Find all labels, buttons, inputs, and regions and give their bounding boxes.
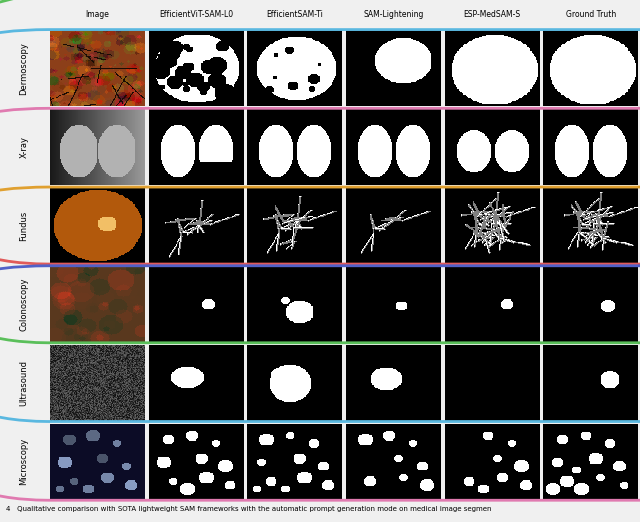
Text: Dermoscopy: Dermoscopy [19, 42, 29, 94]
Text: EfficientSAM-Ti: EfficientSAM-Ti [266, 10, 323, 19]
Text: X-ray: X-ray [19, 136, 29, 158]
Text: EfficientViT-SAM-L0: EfficientViT-SAM-L0 [159, 10, 233, 19]
Text: Ground Truth: Ground Truth [566, 10, 616, 19]
Text: Image: Image [85, 10, 109, 19]
Text: Colonoscopy: Colonoscopy [19, 278, 29, 331]
Text: Microscopy: Microscopy [19, 438, 29, 485]
Text: Ultrasound: Ultrasound [19, 360, 29, 406]
Text: SAM-Lightening: SAM-Lightening [363, 10, 424, 19]
Text: 4   Qualitative comparison with SOTA lightweight SAM frameworks with the automat: 4 Qualitative comparison with SOTA light… [6, 506, 492, 513]
Text: ESP-MedSAM-S: ESP-MedSAM-S [463, 10, 520, 19]
Text: Fundus: Fundus [19, 210, 29, 241]
